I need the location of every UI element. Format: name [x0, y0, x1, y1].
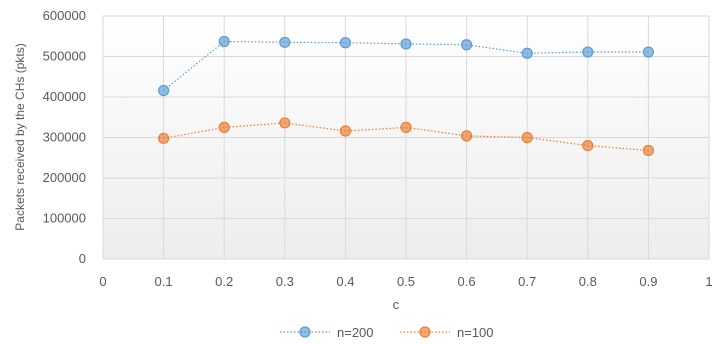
x-tick-label: 0.3 — [276, 274, 294, 289]
y-tick-label: 0 — [79, 251, 86, 266]
x-axis-ticks: 0 0.1 0.2 0.3 0.4 0.5 0.6 0.7 0.8 0.9 1 — [99, 274, 712, 289]
x-tick-label: 0.1 — [155, 274, 173, 289]
series-n=100 — [158, 117, 655, 157]
y-tick-label: 500000 — [43, 49, 86, 64]
data-point — [461, 130, 473, 142]
legend-label: n=100 — [457, 325, 494, 340]
y-tick-label: 300000 — [43, 130, 86, 145]
data-point — [582, 140, 594, 152]
data-point — [158, 84, 170, 97]
y-axis-ticks: 0 100000 200000 300000 400000 500000 600000 — [43, 8, 86, 266]
y-tick-label: 600000 — [43, 8, 86, 23]
data-point — [400, 38, 412, 50]
legend-label: n=200 — [337, 325, 374, 340]
x-tick-label: 0.8 — [579, 274, 597, 289]
data-point — [218, 35, 230, 48]
data-point — [339, 37, 351, 49]
data-point — [642, 46, 655, 58]
data-point — [521, 47, 533, 59]
legend-item: n=200 — [280, 325, 374, 340]
data-point — [582, 46, 594, 58]
series-layer — [158, 35, 655, 157]
data-point — [218, 121, 230, 133]
data-point — [279, 36, 291, 48]
x-axis-label: c — [393, 297, 400, 312]
series-line — [163, 122, 649, 152]
data-point — [339, 125, 351, 137]
x-tick-label: 1 — [705, 274, 712, 289]
x-tick-label: 0 — [99, 274, 106, 289]
data-point — [642, 144, 655, 157]
x-tick-label: 0.2 — [215, 274, 233, 289]
data-point — [461, 39, 473, 51]
data-point — [158, 132, 170, 144]
y-tick-label: 100000 — [43, 211, 86, 226]
x-tick-label: 0.7 — [518, 274, 536, 289]
x-tick-label: 0.9 — [639, 274, 657, 289]
x-tick-label: 0.6 — [458, 274, 476, 289]
y-tick-label: 400000 — [43, 89, 86, 104]
y-tick-label: 200000 — [43, 170, 86, 185]
legend-item: n=100 — [400, 325, 494, 340]
y-axis-label: Packets received by the CHs (pkts) — [13, 43, 27, 230]
legend-marker — [299, 326, 311, 338]
x-tick-label: 0.4 — [336, 274, 354, 289]
legend: n=200 n=100 — [280, 325, 494, 340]
data-point — [279, 117, 291, 129]
legend-marker — [419, 326, 431, 338]
series-n=200 — [158, 35, 655, 97]
x-tick-label: 0.5 — [397, 274, 415, 289]
data-point — [400, 121, 412, 133]
data-point — [521, 131, 533, 144]
